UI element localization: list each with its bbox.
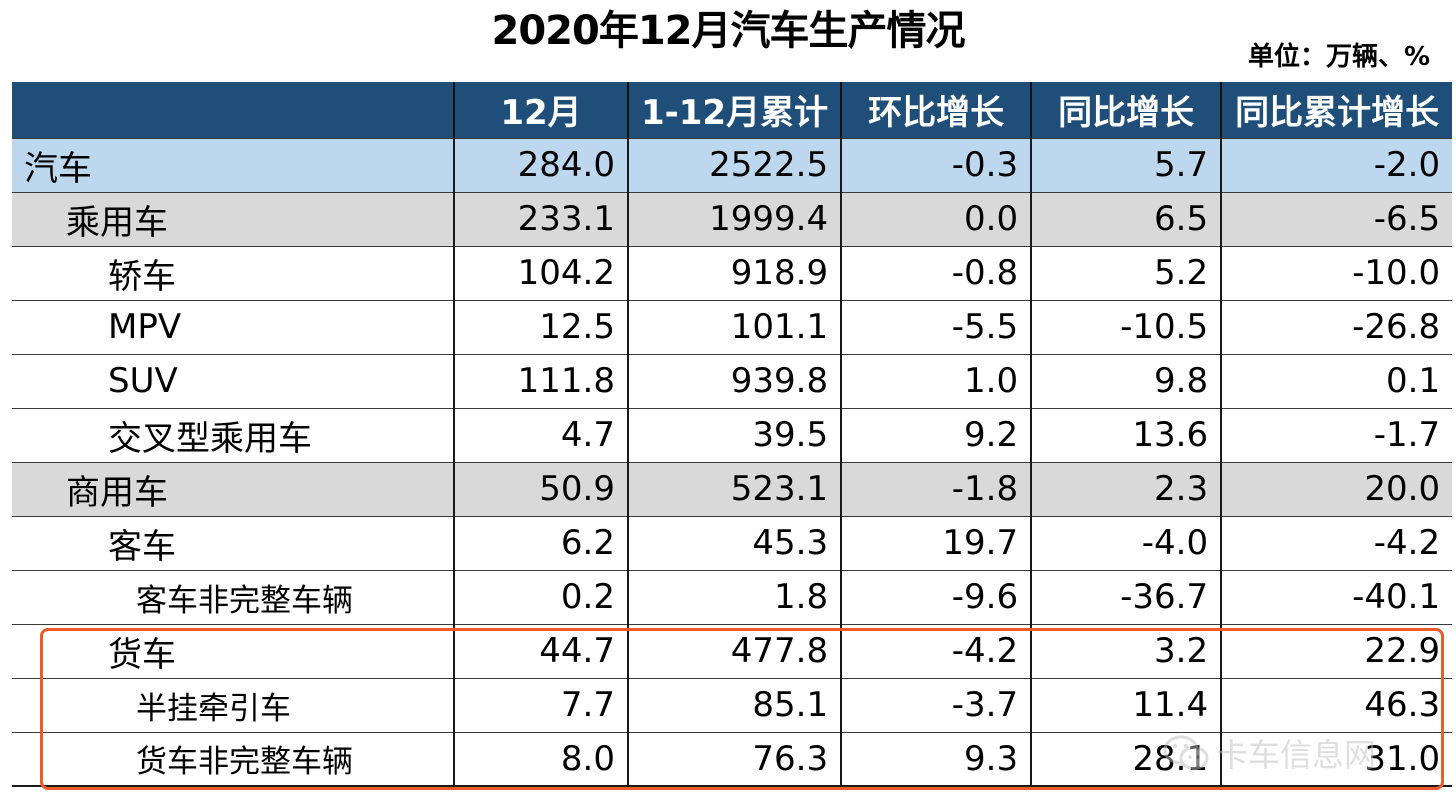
row-label: 客车	[12, 515, 454, 570]
table-cell: -5.5	[840, 299, 1032, 354]
table-row: MPV 12.5 101.1 -5.5 -10.5 -26.8	[12, 299, 1453, 354]
table-row: 客车 6.2 45.3 19.7 -4.0 -4.2	[12, 515, 1453, 570]
table-cell: 101.1	[626, 299, 842, 354]
table-row: 交叉型乘用车 4.7 39.5 9.2 13.6 -1.7	[12, 407, 1453, 462]
table-cell: 85.1	[626, 677, 842, 732]
table-cell: 0.0	[840, 191, 1032, 246]
table-cell: -0.8	[840, 245, 1032, 300]
table-cell: 5.7	[1030, 137, 1222, 192]
wechat-icon	[1163, 735, 1209, 770]
table-cell: 50.9	[453, 461, 628, 516]
row-label: 客车非完整车辆	[12, 569, 454, 624]
table-cell: 104.2	[453, 245, 628, 300]
column-header: 12月	[453, 82, 628, 138]
table-cell: -6.5	[1220, 191, 1453, 246]
table-cell: 9.8	[1030, 353, 1222, 408]
table-cell: 13.6	[1030, 407, 1222, 462]
table-cell: 9.3	[840, 731, 1032, 786]
production-table: 12月 1-12月累计 环比增长 同比增长 同比累计增长 汽车 284.0 2522.5 -0…	[12, 82, 1453, 787]
watermark-text: 卡车信息网	[1216, 736, 1377, 774]
table-body: 汽车 284.0 2522.5 -0.3 5.7 -2.0 乘用车 233.1 1999.4 0.…	[12, 137, 1453, 786]
table-cell: 20.0	[1220, 461, 1453, 516]
table-row: 客车非完整车辆 0.2 1.8 -9.6 -36.7 -40.1	[12, 569, 1453, 624]
table-row: 货车非完整车辆 8.0 76.3 9.3 28.1 31.0	[12, 731, 1453, 786]
table-cell: 4.7	[453, 407, 628, 462]
table-row: 货车 44.7 477.8 -4.2 3.2 22.9	[12, 623, 1453, 678]
watermark: 卡车信息网	[1162, 730, 1442, 776]
table-cell: -4.2	[1220, 515, 1453, 570]
table-cell: 477.8	[626, 623, 842, 678]
table-cell: 284.0	[453, 137, 628, 192]
table-cell: 45.3	[626, 515, 842, 570]
row-label: 货车非完整车辆	[12, 731, 454, 786]
row-label: 交叉型乘用车	[12, 407, 454, 462]
table-row: SUV 111.8 939.8 1.0 9.8 0.1	[12, 353, 1453, 408]
table-row: 乘用车 233.1 1999.4 0.0 6.5 -6.5	[12, 191, 1453, 246]
table-cell: 0.2	[453, 569, 628, 624]
table-cell: 44.7	[453, 623, 628, 678]
table-cell: 3.2	[1030, 623, 1222, 678]
table-cell: -0.3	[840, 137, 1032, 192]
table-cell: -2.0	[1220, 137, 1453, 192]
table-row: 半挂牵引车 7.7 85.1 -3.7 11.4 46.3	[12, 677, 1453, 732]
table-cell: -36.7	[1030, 569, 1222, 624]
table-cell: -10.5	[1030, 299, 1222, 354]
table-cell: 523.1	[626, 461, 842, 516]
table-cell: 233.1	[453, 191, 628, 246]
table-cell: -4.2	[840, 623, 1032, 678]
row-label: 货车	[12, 623, 454, 678]
table-cell: -1.8	[840, 461, 1032, 516]
table-row: 轿车 104.2 918.9 -0.8 5.2 -10.0	[12, 245, 1453, 300]
table-cell: 6.5	[1030, 191, 1222, 246]
row-label: MPV	[12, 299, 454, 354]
table-cell: 2522.5	[626, 137, 842, 192]
table-cell: -10.0	[1220, 245, 1453, 300]
table-cell: 11.4	[1030, 677, 1222, 732]
table-cell: 111.8	[453, 353, 628, 408]
table-cell: 5.2	[1030, 245, 1222, 300]
table-cell: 1.0	[840, 353, 1032, 408]
row-label: 轿车	[12, 245, 454, 300]
table-cell: 22.9	[1220, 623, 1453, 678]
table-cell: -40.1	[1220, 569, 1453, 624]
table-cell: 39.5	[626, 407, 842, 462]
table-cell: 31.0	[1220, 731, 1453, 786]
row-label: 汽车	[12, 137, 454, 192]
table-cell: -3.7	[840, 677, 1032, 732]
table-cell: 19.7	[840, 515, 1032, 570]
table-cell: 918.9	[626, 245, 842, 300]
table-cell: 6.2	[453, 515, 628, 570]
table-cell: 2.3	[1030, 461, 1222, 516]
row-label: 半挂牵引车	[12, 677, 454, 732]
column-header: 同比增长	[1030, 82, 1222, 138]
table-cell: -26.8	[1220, 299, 1453, 354]
table-cell: 1999.4	[626, 191, 842, 246]
table-row: 汽车 284.0 2522.5 -0.3 5.7 -2.0	[12, 137, 1453, 192]
row-label: 商用车	[12, 461, 454, 516]
table-cell: 9.2	[840, 407, 1032, 462]
chart-title: 2020年12月汽车生产情况	[491, 8, 966, 54]
column-header: 环比增长	[840, 82, 1032, 138]
table-cell: -4.0	[1030, 515, 1222, 570]
table-header-row: 12月 1-12月累计 环比增长 同比增长 同比累计增长	[12, 82, 1453, 138]
table-cell: 939.8	[626, 353, 842, 408]
table-cell: -1.7	[1220, 407, 1453, 462]
column-header: 同比累计增长	[1220, 82, 1453, 138]
table-cell: 8.0	[453, 731, 628, 786]
header-label-column	[12, 82, 454, 138]
table-cell: 12.5	[453, 299, 628, 354]
table-cell: 0.1	[1220, 353, 1453, 408]
table-cell: 7.7	[453, 677, 628, 732]
row-label: 乘用车	[12, 191, 454, 246]
column-header: 1-12月累计	[626, 82, 842, 138]
table-cell: 46.3	[1220, 677, 1453, 732]
unit-label: 单位：万辆、%	[1247, 42, 1430, 72]
table-cell: -9.6	[840, 569, 1032, 624]
row-label: SUV	[12, 353, 454, 408]
table-row: 商用车 50.9 523.1 -1.8 2.3 20.0	[12, 461, 1453, 516]
table-cell: 76.3	[626, 731, 842, 786]
table-cell: 1.8	[626, 569, 842, 624]
